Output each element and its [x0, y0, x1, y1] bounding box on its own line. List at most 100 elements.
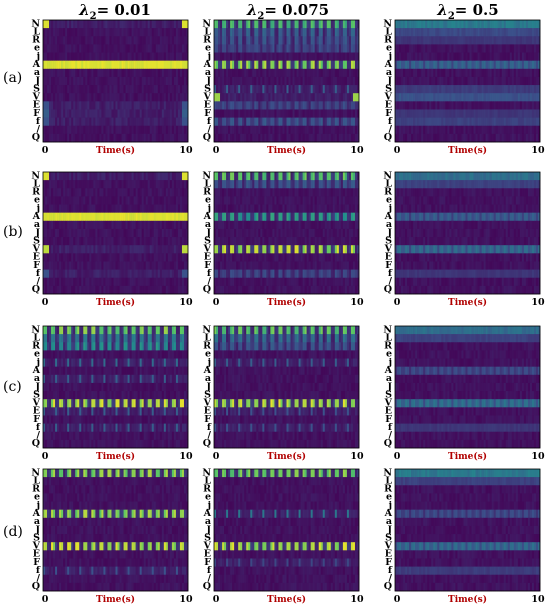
heatmap-cell: [99, 212, 102, 222]
heatmap-cell: [85, 285, 88, 295]
heatmap-cell: [354, 125, 358, 135]
class-tick-label: N: [202, 18, 211, 29]
heatmap-cell: [145, 269, 149, 279]
heatmap-cell: [300, 68, 303, 78]
heatmap-cell: [83, 196, 86, 205]
heatmap-cell: [495, 85, 498, 94]
heatmap-cell: [53, 253, 56, 262]
heatmap-cell: [228, 180, 231, 189]
heatmap-cell: [181, 204, 185, 213]
heatmap-cell: [324, 125, 328, 135]
heatmap-cell: [109, 237, 112, 246]
heatmap-cell: [461, 109, 464, 118]
heatmap-cell: [238, 125, 241, 135]
heatmap-cell: [411, 52, 414, 61]
class-row-e: [395, 44, 541, 53]
heatmap-cell: [397, 68, 400, 78]
heatmap-cell: [141, 101, 144, 110]
heatmap-cell: [165, 172, 169, 181]
heatmap-cell: [183, 20, 187, 29]
class-row-e: [43, 196, 189, 205]
heatmap-cell: [409, 28, 412, 37]
heatmap-cell: [169, 180, 173, 189]
heatmap-cell: [485, 109, 488, 118]
heatmap-cell: [73, 212, 76, 222]
heatmap-cell: [43, 76, 46, 86]
heatmap-cell: [111, 36, 114, 45]
heatmap-cell: [288, 133, 291, 143]
heatmap-cell: [123, 269, 126, 279]
heatmap-cell: [222, 60, 225, 70]
heatmap-cell: [139, 20, 142, 29]
heatmap-cell: [97, 245, 100, 254]
heatmap-cell: [139, 28, 142, 37]
heatmap-cell: [65, 93, 68, 102]
heatmap-cell: [290, 180, 293, 189]
heatmap-cell: [459, 76, 462, 86]
heatmap-cell: [151, 237, 155, 246]
heatmap-cell: [177, 196, 181, 205]
heatmap-cell: [161, 277, 165, 287]
heatmap-cell: [103, 253, 106, 262]
heatmap-cell: [342, 212, 346, 222]
heatmap-cell: [344, 68, 348, 78]
heatmap-cell: [91, 60, 94, 70]
heatmap-cell: [250, 125, 253, 135]
heatmap-cell: [87, 228, 90, 238]
heatmap-cell: [63, 245, 66, 254]
heatmap-cell: [111, 228, 114, 238]
heatmap-cell: [268, 172, 271, 181]
heatmap-cell: [443, 85, 446, 94]
heatmap-cell: [143, 204, 146, 213]
heatmap-cell: [171, 212, 175, 222]
heatmap-cell: [308, 85, 311, 94]
heatmap-cell: [435, 44, 438, 53]
heatmap-cell: [79, 237, 82, 246]
heatmap-cell: [527, 44, 531, 53]
heatmap-cell: [340, 28, 344, 37]
heatmap-cell: [234, 204, 237, 213]
heatmap-cell: [103, 237, 106, 246]
heatmap-cell: [43, 204, 46, 213]
heatmap-cell: [250, 109, 253, 118]
heatmap-cell: [117, 172, 120, 181]
heatmap-cell: [350, 93, 354, 102]
class-tick-label: L: [33, 26, 40, 37]
heatmap-cell: [232, 204, 235, 213]
class-tick-label: V: [203, 92, 212, 103]
heatmap-cell: [489, 28, 492, 37]
heatmap-cell: [316, 180, 320, 189]
heatmap-cell: [316, 20, 320, 29]
heatmap-cell: [288, 68, 291, 78]
heatmap-cell: [230, 93, 233, 102]
heatmap-cell: [461, 133, 464, 143]
heatmap-cell: [137, 101, 140, 110]
heatmap-cell: [181, 212, 185, 222]
heatmap-cell: [399, 36, 402, 45]
heatmap-cell: [310, 28, 313, 37]
heatmap-cell: [127, 180, 130, 189]
heatmap-cell: [119, 133, 122, 143]
heatmap-cell: [248, 188, 251, 197]
panel-frame: [213, 19, 360, 143]
heatmap-cell: [397, 93, 400, 102]
heatmap-cell: [169, 204, 173, 213]
heatmap-cell: [346, 133, 350, 143]
heatmap-cell: [356, 204, 360, 213]
heatmap-cell: [312, 125, 315, 135]
heatmap-cell: [477, 20, 480, 29]
heatmap-cell: [157, 28, 161, 37]
heatmap-cell: [173, 109, 177, 118]
heatmap-cell: [527, 85, 531, 94]
heatmap-cell: [89, 36, 92, 45]
heatmap-cell: [55, 277, 58, 287]
heatmap-cell: [491, 52, 494, 61]
heatmap-cell: [262, 93, 265, 102]
heatmap-cell: [117, 52, 120, 61]
heatmap-cell: [296, 60, 299, 70]
heatmap-cell: [101, 36, 104, 45]
heatmap-cell: [228, 36, 231, 45]
heatmap-cell: [49, 28, 52, 37]
heatmap-cell: [445, 20, 448, 29]
heatmap-cell: [117, 36, 120, 45]
